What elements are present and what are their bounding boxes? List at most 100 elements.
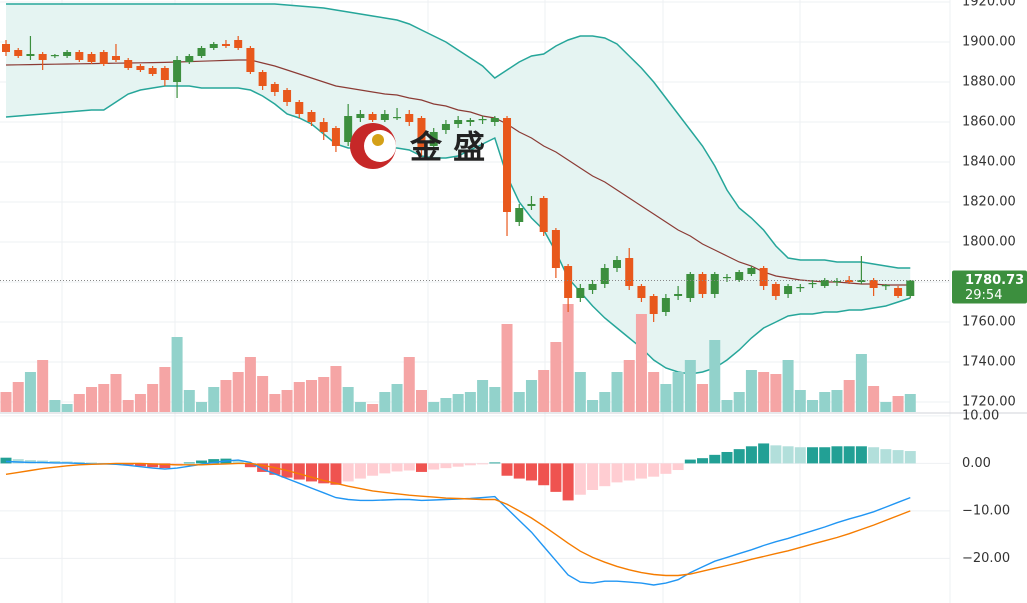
volume-bar	[904, 394, 916, 412]
histogram-bar	[684, 459, 696, 464]
volume-bar	[415, 390, 427, 412]
histogram-bar	[330, 463, 342, 485]
histogram-bar	[525, 463, 537, 481]
volume-bar	[61, 404, 73, 412]
candle-body	[197, 48, 206, 56]
volume-bar	[770, 374, 782, 412]
candle-body	[356, 114, 365, 118]
volume-bar	[513, 392, 525, 412]
histogram-bar	[733, 449, 745, 464]
histogram-bar	[306, 463, 317, 482]
volume-bar	[709, 340, 721, 412]
candle-body	[319, 122, 328, 132]
candle-body	[99, 52, 108, 64]
volume-bar	[86, 387, 98, 412]
candle-body	[832, 281, 841, 283]
volume-bar	[342, 387, 354, 412]
band-middle	[5, 59, 911, 286]
volume-bar	[134, 394, 146, 412]
candle-body	[148, 68, 157, 74]
histogram-bar	[293, 463, 305, 480]
candle-body	[759, 268, 768, 286]
y-tick-label: 1880.00	[962, 75, 1016, 90]
histogram-bar	[257, 463, 269, 472]
volume-bar	[159, 367, 171, 412]
histogram-bar	[391, 463, 403, 472]
volume-bar	[599, 392, 611, 412]
volume-bar	[623, 360, 635, 412]
candle-body	[478, 119, 487, 121]
candle-body	[50, 55, 59, 57]
volume-bar	[318, 377, 330, 412]
plot-layer: 1920.00 1900.00 1880.00 1860.00 1840.00 1820.…	[0, 0, 1027, 586]
volume-bar	[672, 372, 684, 412]
y-tick-label: 1860.00	[962, 115, 1016, 130]
volume-bar	[306, 380, 317, 412]
band-lower	[5, 85, 911, 375]
volume-bar	[721, 400, 733, 412]
candle-body	[258, 72, 267, 86]
logo: 金 盛	[350, 123, 485, 169]
volume-bar	[635, 314, 647, 412]
candle-body	[295, 102, 304, 114]
y-tick-label: 1920.00	[962, 0, 1016, 10]
volume-bar	[171, 337, 183, 412]
histogram-bar	[183, 462, 195, 464]
histogram-bar	[574, 463, 586, 495]
histogram-bar	[843, 446, 855, 464]
volume-bar	[697, 384, 709, 412]
candle-body	[674, 294, 683, 296]
candle-body	[14, 50, 23, 56]
y-tick-label: 1720.00	[962, 395, 1016, 410]
candle-body	[63, 52, 72, 56]
volume-bar	[281, 390, 293, 412]
candle-body	[26, 54, 35, 56]
candle-body	[209, 44, 218, 48]
candle-body	[564, 266, 573, 298]
volume-bar	[257, 376, 269, 412]
volume-bar	[562, 304, 574, 412]
volume-bar	[354, 402, 366, 412]
candle-body	[784, 286, 793, 294]
candle-body	[503, 118, 512, 212]
y-tick-label: 1820.00	[962, 195, 1016, 210]
histogram-bar	[782, 446, 794, 464]
candle-body	[600, 268, 609, 284]
candle-body	[722, 277, 731, 279]
histogram-bar	[660, 463, 672, 474]
volume-bar	[892, 396, 904, 412]
volume-bar	[733, 392, 745, 412]
volume-bar	[269, 394, 281, 412]
volume-bar	[379, 392, 391, 412]
volume-bar	[293, 382, 305, 412]
histogram-bar	[904, 451, 916, 464]
volume-bar	[660, 384, 672, 412]
candle-body	[808, 283, 817, 285]
last-price-box	[952, 270, 1027, 304]
candle-body	[625, 258, 634, 286]
histogram-bar	[0, 457, 12, 464]
candle-body	[185, 56, 194, 62]
volume-bar	[452, 394, 464, 412]
candle-body	[368, 114, 377, 120]
candle-body	[637, 286, 646, 298]
histogram-bar	[709, 454, 721, 464]
signal-line	[5, 462, 911, 577]
candle-body	[906, 280, 915, 296]
histogram-bar	[86, 462, 98, 464]
y-tick-label: 1840.00	[962, 155, 1016, 170]
candle-body	[344, 116, 353, 142]
volume-bar	[330, 366, 342, 412]
watermark: 金 盛	[409, 128, 485, 166]
band-upper	[6, 3, 911, 269]
candle-body	[441, 124, 450, 130]
candle-body	[771, 284, 780, 296]
volume-bar	[684, 360, 696, 412]
candle-body	[588, 284, 597, 290]
candle-body	[160, 68, 169, 80]
histogram-bar	[721, 451, 733, 464]
histogram-bar	[599, 463, 611, 487]
histogram-bar	[428, 463, 440, 470]
histogram-bar	[415, 463, 427, 472]
volume-bar	[782, 360, 794, 412]
